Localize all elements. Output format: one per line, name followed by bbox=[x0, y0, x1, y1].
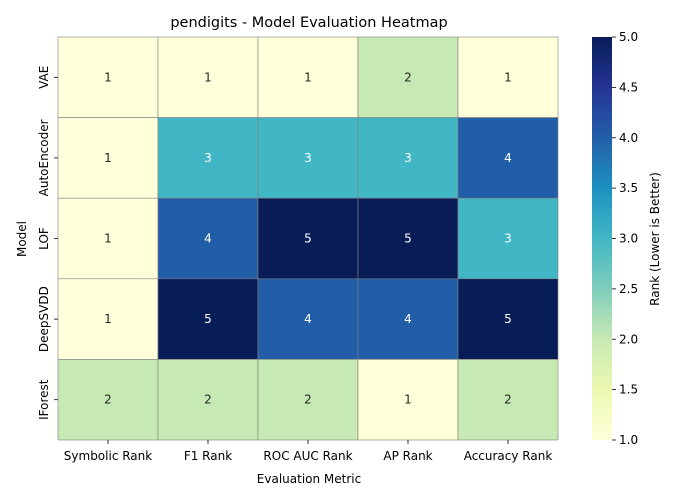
colorbar-tick-label: 1.5 bbox=[619, 383, 638, 397]
cell-value-label: 5 bbox=[404, 232, 412, 246]
cell-value-label: 2 bbox=[504, 393, 512, 407]
x-tick-label: AP Rank bbox=[383, 449, 432, 463]
cell-value-label: 5 bbox=[304, 232, 312, 246]
x-tick-label: ROC AUC Rank bbox=[263, 449, 352, 463]
x-tick-label: Symbolic Rank bbox=[64, 449, 152, 463]
cell-value-label: 5 bbox=[204, 312, 212, 326]
heatmap-cell bbox=[157, 117, 259, 199]
x-axis-ticks: Symbolic Rank F1 Rank ROC AUC Rank AP Rank A… bbox=[64, 440, 553, 463]
heatmap-cell bbox=[57, 117, 159, 199]
colorbar-tick-label: 3.5 bbox=[619, 181, 638, 195]
heatmap-cell bbox=[357, 36, 459, 118]
heatmap-cell bbox=[57, 36, 159, 118]
heatmap-cell bbox=[257, 278, 359, 360]
y-tick-label: VAE bbox=[37, 66, 51, 89]
y-axis-ticks: VAE AutoEncoder LOF DeepSVDD IForest bbox=[37, 66, 58, 420]
cell-value-label: 2 bbox=[204, 393, 212, 407]
cell-value-label: 2 bbox=[304, 393, 312, 407]
heatmap-cell bbox=[157, 359, 259, 441]
heatmap-cell bbox=[257, 197, 359, 280]
colorbar-tick-label: 2.5 bbox=[619, 282, 638, 296]
colorbar-tick-label: 1.0 bbox=[619, 433, 638, 447]
y-tick-label: AutoEncoder bbox=[37, 119, 51, 196]
heatmap-cell bbox=[357, 197, 459, 280]
y-axis-label: Model bbox=[15, 221, 29, 257]
heatmap-cell bbox=[257, 117, 359, 199]
colorbar bbox=[592, 37, 612, 440]
cell-value-label: 1 bbox=[104, 312, 112, 326]
heatmap-cells: 1 1 1 2 1 1 3 3 3 4 1 4 5 5 3 1 5 4 4 5 2 2 2 1 2 bbox=[57, 36, 559, 441]
cell-value-label: 2 bbox=[404, 70, 412, 84]
cell-value-label: 4 bbox=[304, 312, 312, 326]
cell-value-label: 1 bbox=[304, 70, 312, 84]
heatmap-cell bbox=[357, 278, 459, 360]
heatmap-cell bbox=[457, 117, 559, 199]
colorbar-tick-label: 4.0 bbox=[619, 131, 638, 145]
heatmap-cell bbox=[157, 36, 259, 118]
cell-value-label: 1 bbox=[104, 70, 112, 84]
chart-title: pendigits - Model Evaluation Heatmap bbox=[170, 15, 447, 31]
heatmap-cell bbox=[157, 278, 259, 360]
cell-value-label: 5 bbox=[504, 312, 512, 326]
cell-value-label: 4 bbox=[404, 312, 412, 326]
cell-value-label: 2 bbox=[104, 393, 112, 407]
y-tick-label: IForest bbox=[37, 379, 51, 420]
cell-value-label: 4 bbox=[204, 232, 212, 246]
heatmap-cell bbox=[457, 197, 559, 280]
heatmap-cell bbox=[457, 359, 559, 441]
heatmap-cell bbox=[157, 197, 259, 280]
colorbar-tick-label: 5.0 bbox=[619, 30, 638, 44]
cell-value-label: 3 bbox=[404, 151, 412, 165]
cell-value-label: 1 bbox=[104, 151, 112, 165]
colorbar-ticks: 1.0 1.5 2.0 2.5 3.0 3.5 4.0 4.5 5.0 bbox=[612, 30, 638, 447]
colorbar-tick-label: 3.0 bbox=[619, 232, 638, 246]
colorbar-label: Rank (Lower is Better) bbox=[648, 172, 662, 306]
cell-value-label: 1 bbox=[204, 70, 212, 84]
y-tick-label: DeepSVDD bbox=[37, 286, 51, 352]
heatmap-cell bbox=[457, 36, 559, 118]
x-tick-label: Accuracy Rank bbox=[464, 449, 553, 463]
heatmap-cell bbox=[257, 36, 359, 118]
cell-value-label: 3 bbox=[504, 232, 512, 246]
heatmap-cell bbox=[57, 359, 159, 441]
heatmap-cell bbox=[257, 359, 359, 441]
x-tick-label: F1 Rank bbox=[184, 449, 232, 463]
cell-value-label: 3 bbox=[204, 151, 212, 165]
y-tick-label: LOF bbox=[37, 227, 51, 250]
cell-value-label: 1 bbox=[404, 393, 412, 407]
cell-value-label: 3 bbox=[304, 151, 312, 165]
cell-value-label: 1 bbox=[104, 232, 112, 246]
colorbar-tick-label: 2.0 bbox=[619, 332, 638, 346]
colorbar-tick-label: 4.5 bbox=[619, 80, 638, 94]
cell-value-label: 4 bbox=[504, 151, 512, 165]
cell-value-label: 1 bbox=[504, 70, 512, 84]
x-axis-label: Evaluation Metric bbox=[257, 472, 361, 486]
heatmap-cell bbox=[457, 278, 559, 360]
